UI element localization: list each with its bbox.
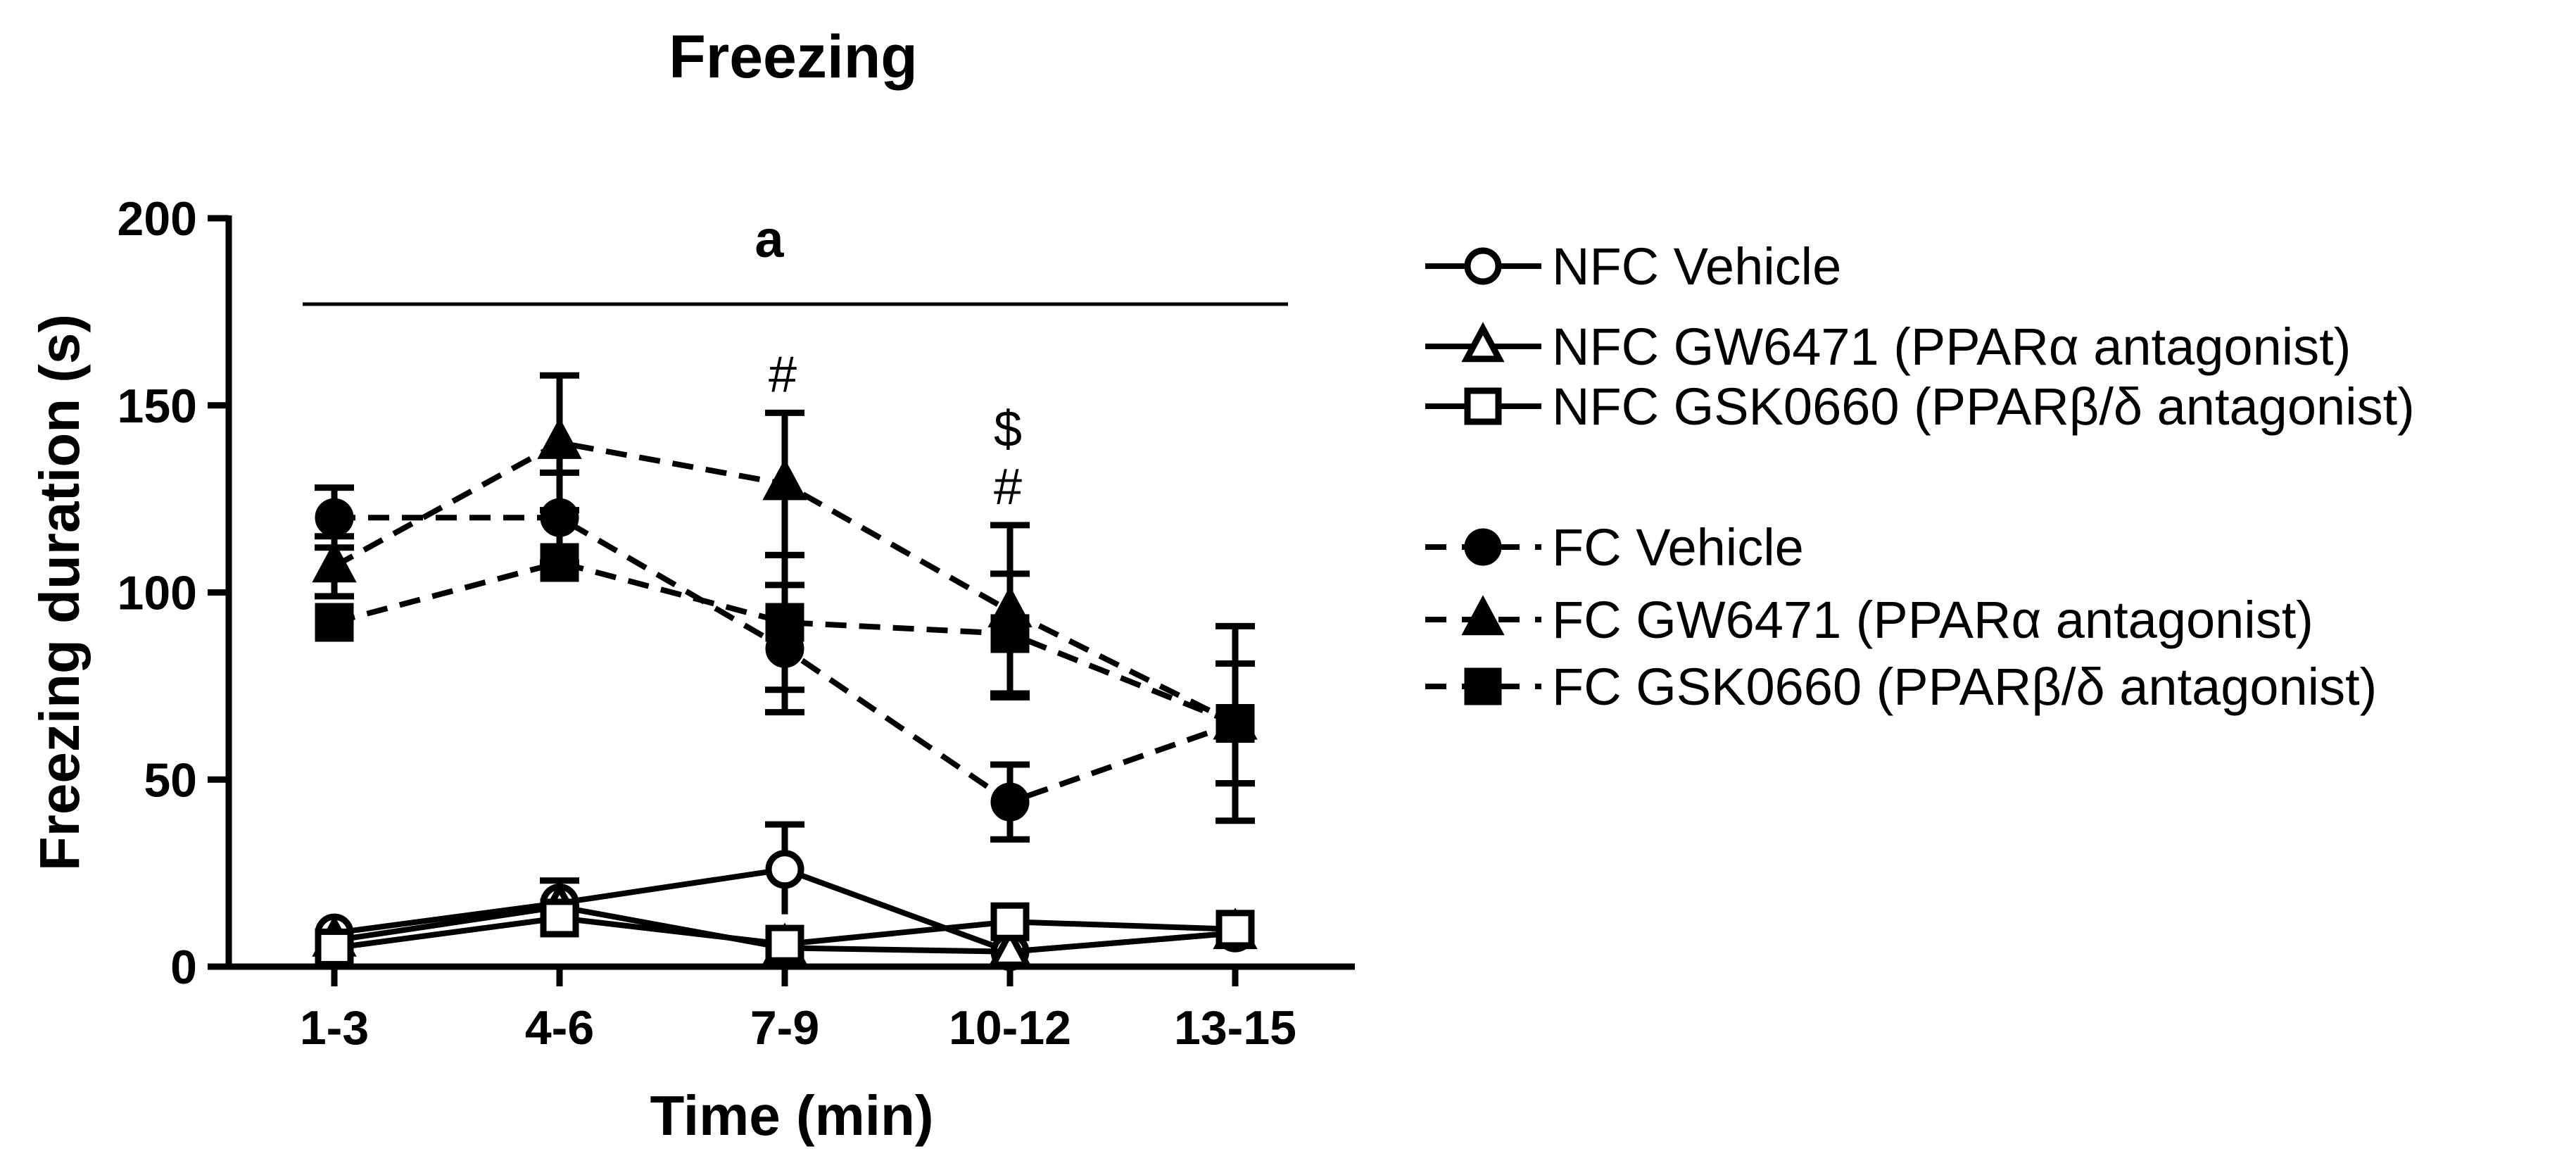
legend-marker: [1464, 667, 1502, 705]
x-tick-label: 1-3: [300, 1001, 369, 1055]
legend-item: NFC GW6471 (PPARα antagonist): [1425, 318, 2351, 376]
legend-marker: [1464, 247, 1502, 285]
legend-marker: [1464, 528, 1502, 566]
x-tick-label: 4-6: [525, 1001, 594, 1055]
legend-item: FC GW6471 (PPARα antagonist): [1425, 591, 2313, 649]
legend-label: NFC Vehicle: [1552, 237, 1841, 296]
data-point: [765, 629, 804, 668]
data-point: [990, 782, 1030, 822]
significance-hash: #: [769, 346, 797, 403]
data-point: [315, 603, 354, 642]
data-point: [990, 902, 1030, 941]
data-point: [312, 541, 357, 583]
data-point: [765, 924, 804, 964]
legend-marker: [1461, 595, 1505, 636]
data-point: [765, 850, 804, 889]
x-tick-label: 13-15: [1174, 1001, 1296, 1055]
data-point: [1216, 910, 1255, 949]
chart-title: Freezing: [669, 23, 918, 91]
y-tick-label: 50: [144, 753, 197, 807]
significance-dollar: $: [994, 401, 1022, 458]
significance-hash: #: [994, 459, 1022, 515]
y-tick-label: 0: [170, 941, 197, 994]
legend-marker: [1464, 387, 1502, 425]
y-tick-label: 100: [118, 567, 197, 620]
data-point: [315, 928, 354, 967]
x-tick-label: 10-12: [949, 1001, 1071, 1055]
x-tick-label: 7-9: [750, 1001, 819, 1055]
y-axis-label: Freezing duration (s): [28, 314, 91, 871]
legend-item: FC GSK0660 (PPARβ/δ antagonist): [1425, 658, 2377, 716]
x-axis-label: Time (min): [650, 1084, 933, 1147]
y-tick-label: 150: [118, 379, 197, 433]
data-point: [537, 417, 582, 459]
legend: NFC Vehicle NFC GW6471 (PPARα antagonist)…: [1425, 237, 2415, 716]
plot-area: Freezing 0 50 100 150 200 1-3 4-6 7-9 10-12 13-15 T…: [28, 23, 1355, 1147]
legend-label: FC Vehicle: [1552, 518, 1804, 577]
data-point: [1216, 704, 1255, 743]
legend-label: NFC GW6471 (PPARα antagonist): [1552, 318, 2351, 376]
data-point: [540, 898, 579, 938]
significance-label-a: a: [755, 210, 784, 268]
legend-item: FC Vehicle: [1425, 518, 1804, 577]
legend-item: NFC Vehicle: [1425, 237, 1841, 296]
legend-item: NFC GSK0660 (PPARβ/δ antagonist): [1425, 377, 2415, 436]
data-point: [987, 926, 1033, 968]
legend-marker: [1461, 322, 1505, 363]
data-point: [987, 586, 1033, 628]
data-point: [762, 458, 807, 501]
legend-label: NFC GSK0660 (PPARβ/δ antagonist): [1552, 377, 2415, 436]
y-tick-label: 200: [118, 192, 197, 246]
legend-label: FC GW6471 (PPARα antagonist): [1552, 591, 2313, 649]
series-line: [333, 559, 1237, 727]
data-point: [315, 498, 354, 537]
legend-label: FC GSK0660 (PPARβ/δ antagonist): [1552, 658, 2377, 716]
data-point: [540, 498, 579, 537]
